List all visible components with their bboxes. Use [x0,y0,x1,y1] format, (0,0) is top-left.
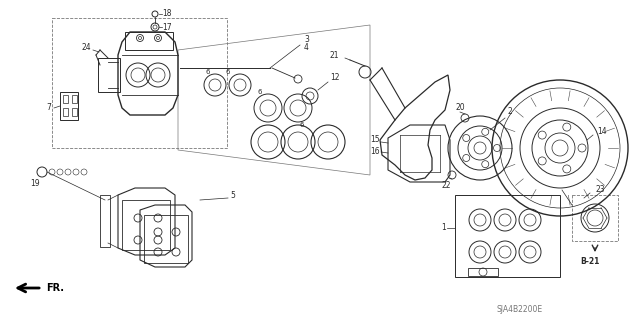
Text: 3: 3 [304,35,309,44]
Text: 24: 24 [82,43,92,53]
Bar [52,18,227,148]
Text: FR.: FR. [46,283,64,293]
Bar [72,108,77,116]
Text: 6: 6 [226,69,230,75]
Text: SJA4B2200E: SJA4B2200E [497,306,543,315]
Text: 18: 18 [162,10,172,19]
Text: 7: 7 [46,103,51,113]
Text: 22: 22 [442,181,451,189]
Text: 14: 14 [597,128,607,137]
Bar [468,268,498,276]
Text: 15: 15 [370,136,380,145]
Text: 19: 19 [30,179,40,188]
Bar [125,32,173,50]
Text: 1: 1 [441,224,445,233]
Text: 6: 6 [205,69,209,75]
Text: 6: 6 [300,122,305,128]
Text: 23: 23 [596,186,605,195]
Text: B-21: B-21 [580,257,600,266]
Text: 20: 20 [455,103,465,113]
Bar [63,95,68,103]
Text: 6: 6 [258,89,262,95]
Text: 12: 12 [330,73,339,83]
Bar [144,215,188,263]
Bar [72,95,77,103]
Text: 2: 2 [508,108,513,116]
Bar [60,92,78,120]
Bar [98,58,120,92]
Bar [455,195,560,277]
Bar [100,195,110,247]
Bar [122,200,170,250]
Bar [572,195,618,241]
Bar [63,108,68,116]
Text: 5: 5 [230,190,235,199]
Text: 17: 17 [162,23,172,32]
Text: 4: 4 [304,43,309,53]
Text: 21: 21 [330,50,339,60]
Text: 16: 16 [370,147,380,157]
